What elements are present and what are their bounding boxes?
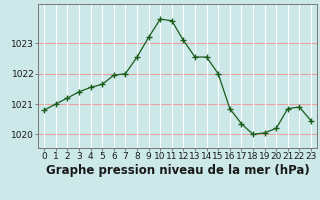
- X-axis label: Graphe pression niveau de la mer (hPa): Graphe pression niveau de la mer (hPa): [46, 164, 309, 177]
